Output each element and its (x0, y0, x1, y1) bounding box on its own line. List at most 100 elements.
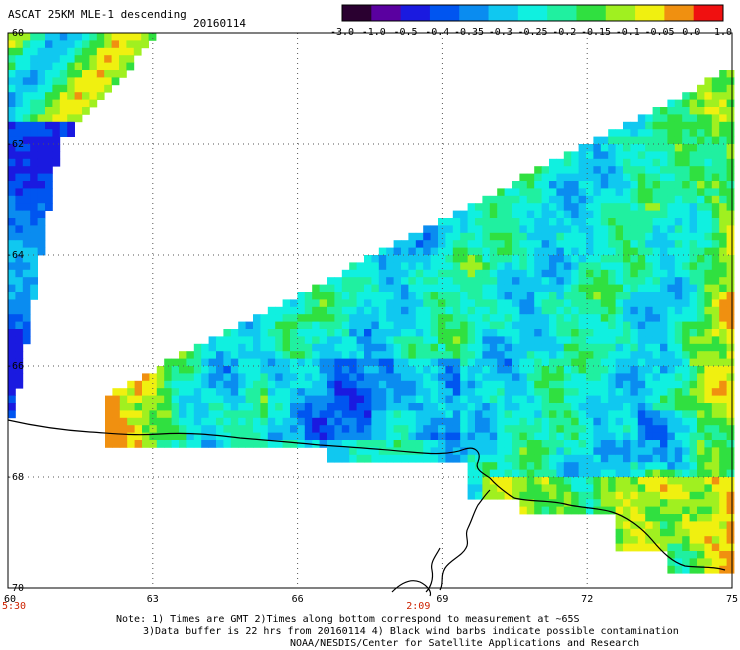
swath-cell (319, 417, 328, 426)
swath-cell (637, 543, 646, 552)
swath-cell (504, 255, 513, 263)
swath-cell (312, 299, 320, 308)
swath-cell (704, 158, 713, 167)
swath-cell (541, 314, 550, 322)
swath-cell (127, 395, 135, 404)
swath-cell (119, 388, 128, 396)
swath-cell (497, 195, 505, 204)
swath-cell (15, 99, 24, 108)
swath-cell (667, 195, 676, 204)
swath-cell (534, 447, 542, 456)
swath-cell (312, 329, 320, 337)
swath-cell (445, 380, 454, 389)
swath-cell (704, 329, 713, 337)
swath-cell (30, 292, 38, 300)
swath-cell (52, 33, 61, 41)
swath-cell (230, 343, 239, 352)
swath-cell (327, 373, 335, 382)
swath-cell (689, 136, 698, 145)
swath-cell (260, 410, 269, 419)
swath-cell (637, 528, 646, 537)
swath-cell (563, 173, 572, 182)
swath-cell (275, 425, 283, 433)
swath-cell (193, 343, 202, 352)
swath-cell (245, 388, 254, 396)
swath-cell (711, 240, 720, 248)
swath-cell (549, 477, 557, 485)
swath-cell (563, 499, 572, 507)
swath-cell (689, 99, 698, 108)
swath-cell (193, 440, 202, 448)
swath-cell (586, 173, 594, 182)
swath-cell (341, 417, 350, 426)
swath-cell (423, 247, 431, 256)
swath-cell (378, 292, 387, 300)
swath-cell (164, 417, 172, 426)
swath-cell (556, 343, 565, 352)
swath-cell (719, 299, 727, 308)
swath-cell (660, 195, 668, 204)
swath-cell (349, 292, 357, 300)
swath-cell (586, 336, 594, 345)
swath-cell (526, 195, 535, 204)
swath-cell (275, 366, 283, 374)
swath-cell (615, 173, 624, 182)
swath-cell (260, 358, 269, 367)
colorbar-swatch (693, 5, 724, 21)
swath-cell (674, 218, 683, 226)
swath-cell (15, 203, 24, 211)
swath-cell (623, 262, 631, 271)
swath-cell (334, 373, 343, 382)
swath-cell (704, 173, 713, 182)
swath-cell (556, 432, 565, 441)
swath-cell (682, 218, 690, 226)
swath-cell (697, 210, 705, 219)
swath-cell (615, 136, 624, 145)
swath-cell (667, 484, 676, 493)
swath-cell (371, 447, 380, 456)
swath-cell (608, 432, 616, 441)
swath-cell (208, 351, 217, 359)
swath-cell (371, 351, 380, 359)
swath-cell (549, 173, 557, 182)
swath-cell (726, 499, 735, 507)
swath-cell (534, 314, 542, 322)
swath-cell (571, 351, 579, 359)
swath-cell (475, 410, 483, 419)
swath-cell (563, 506, 572, 515)
swath-cell (682, 240, 690, 248)
swath-cell (260, 380, 269, 389)
swath-cell (726, 203, 735, 211)
swath-cell (230, 380, 239, 389)
swath-cell (541, 366, 550, 374)
swath-cell (460, 425, 468, 433)
swath-cell (630, 395, 639, 404)
swath-cell (563, 188, 572, 197)
swath-cell (105, 417, 113, 426)
swath-cell (586, 232, 594, 241)
swath-cell (504, 410, 513, 419)
swath-cell (719, 447, 727, 456)
swath-cell (697, 395, 705, 404)
swath-cell (526, 225, 535, 234)
swath-cell (386, 262, 394, 271)
swath-cell (415, 299, 424, 308)
swath-cell (445, 247, 454, 256)
swath-cell (452, 425, 461, 433)
swath-cell (260, 351, 269, 359)
swath-cell (467, 351, 476, 359)
swath-cell (600, 210, 609, 219)
swath-cell (519, 262, 528, 271)
swath-cell (519, 454, 528, 463)
swath-cell (445, 314, 454, 322)
swath-cell (711, 432, 720, 441)
swath-cell (660, 358, 668, 367)
swath-cell (378, 358, 387, 367)
swath-cell (430, 403, 439, 411)
swath-cell (52, 158, 61, 167)
swath-cell (549, 403, 557, 411)
swath-cell (171, 380, 180, 389)
swath-cell (356, 432, 365, 441)
swath-cell (630, 358, 639, 367)
swath-cell (667, 395, 676, 404)
